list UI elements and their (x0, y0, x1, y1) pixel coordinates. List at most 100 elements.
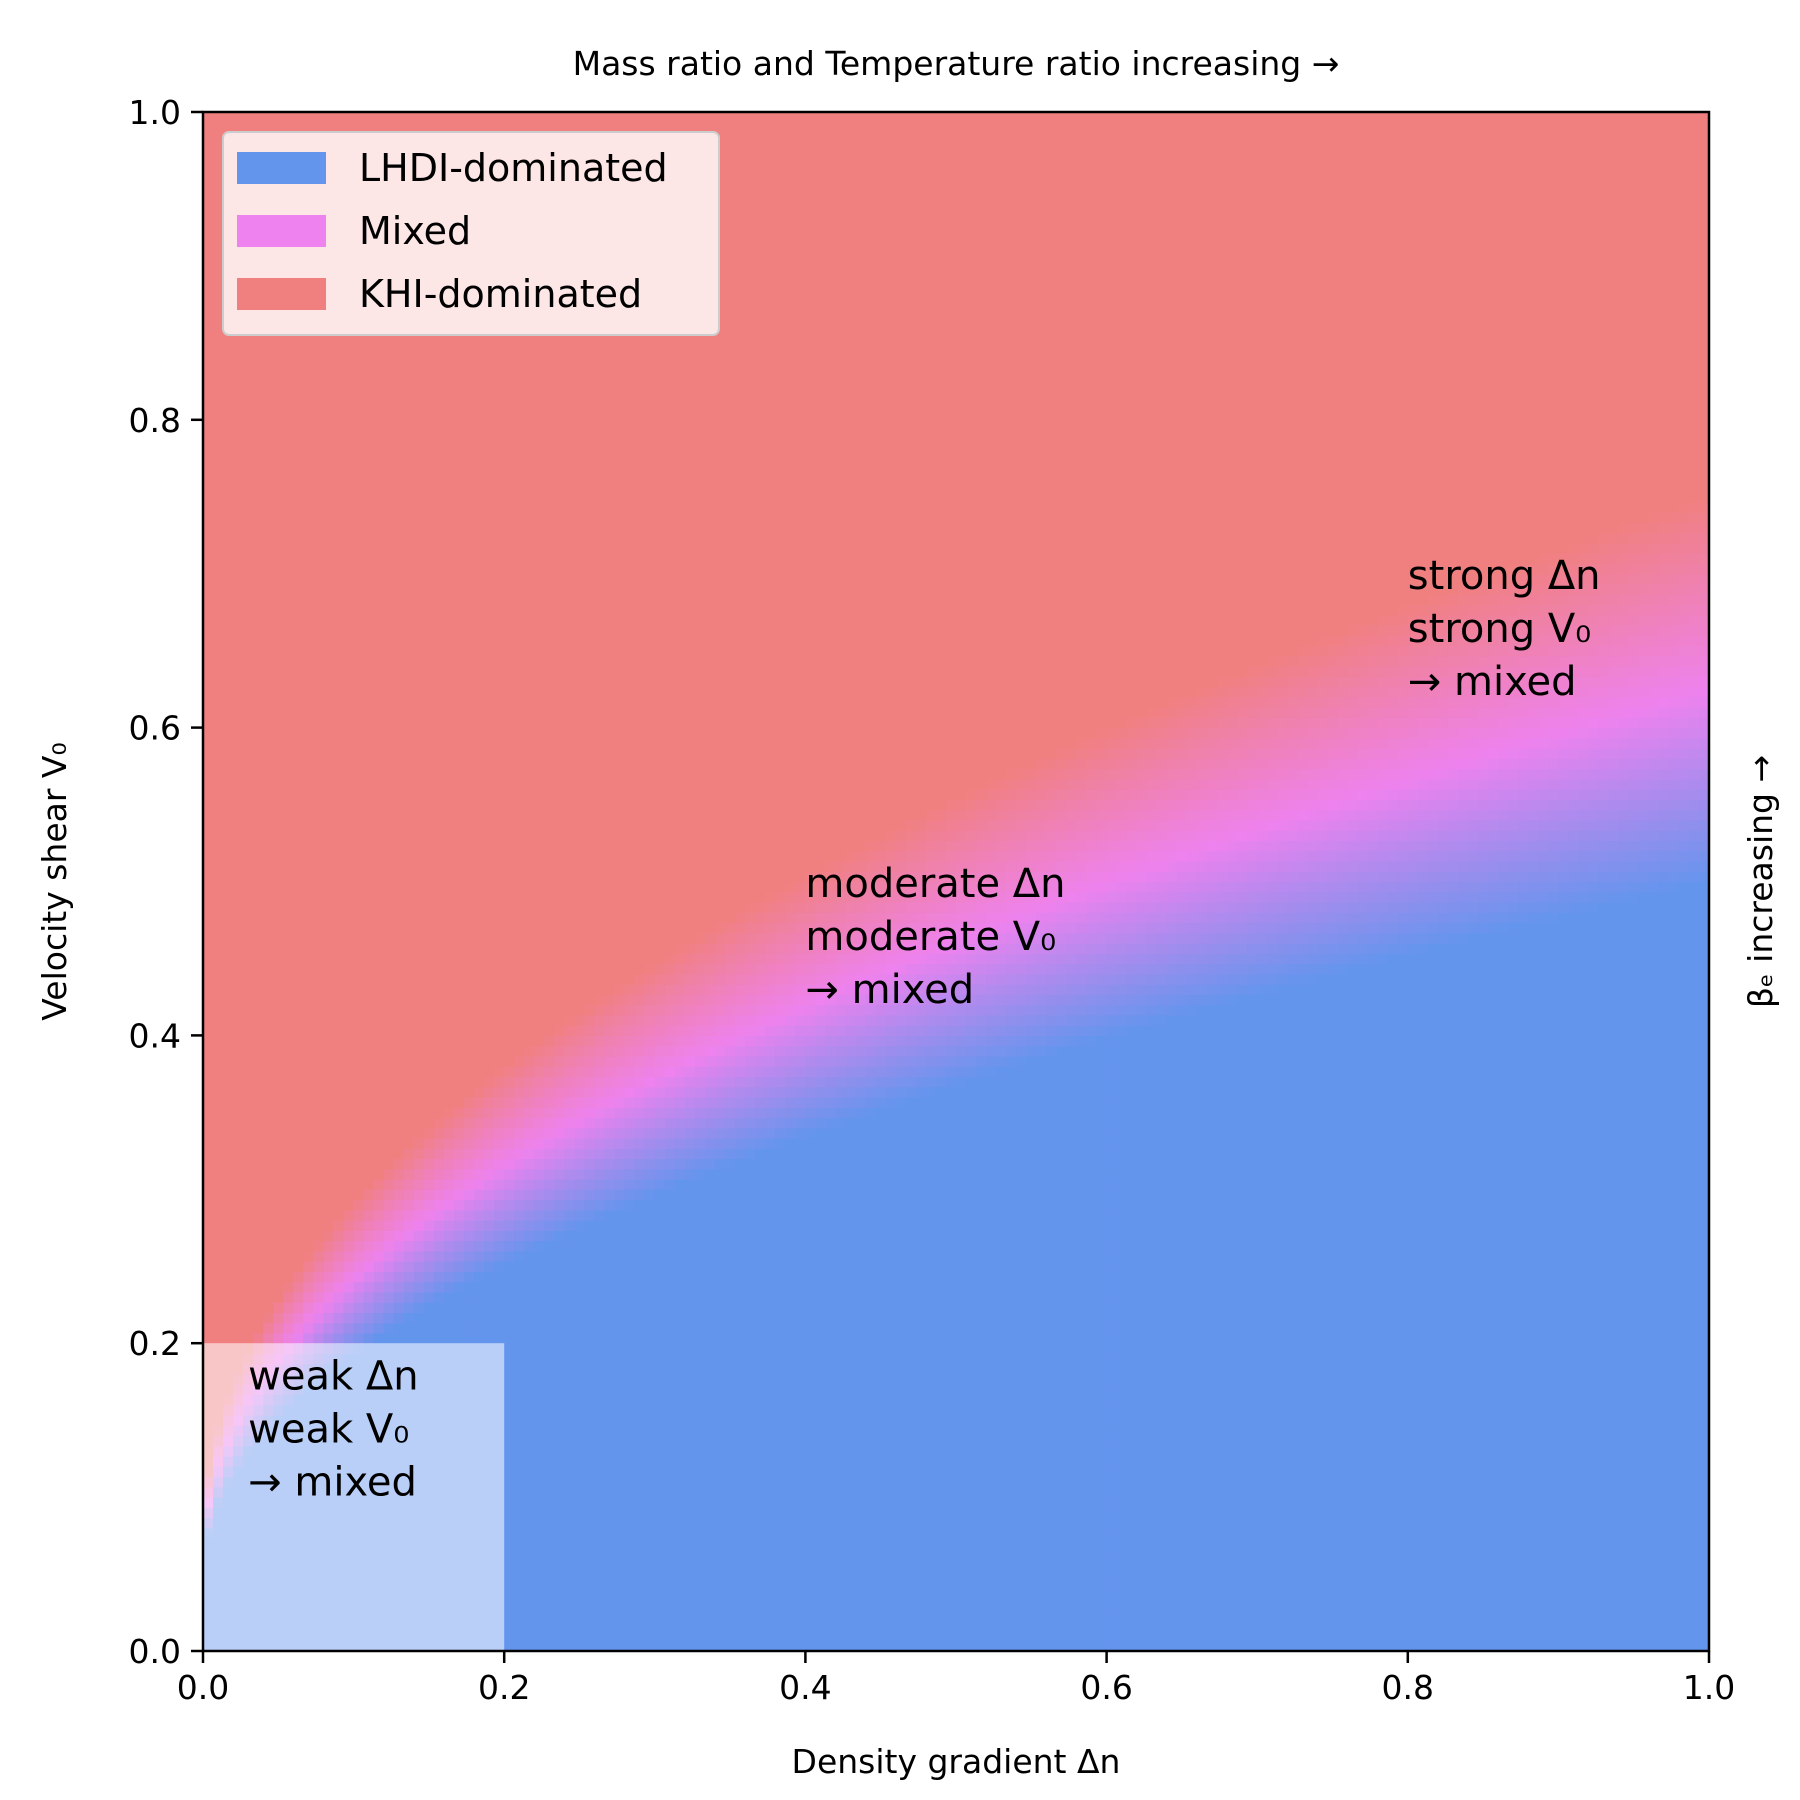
heatmap-cell (454, 594, 465, 606)
heatmap-cell (213, 686, 224, 698)
heatmap-cell (323, 748, 335, 759)
heatmap-cell (514, 819, 525, 831)
heatmap-cell (494, 1302, 505, 1314)
heatmap-cell (373, 737, 385, 749)
heatmap-cell (213, 1230, 224, 1242)
heatmap-cell (373, 1076, 385, 1088)
heatmap-cell (263, 337, 274, 349)
heatmap-cell (443, 1199, 455, 1211)
heatmap-cell (433, 1240, 445, 1252)
heatmap-cell (514, 1107, 525, 1119)
heatmap-cell (454, 1076, 465, 1088)
heatmap-cell (333, 830, 345, 842)
heatmap-cell (353, 358, 365, 370)
heatmap-cell (313, 943, 325, 954)
heatmap-cell (243, 881, 254, 893)
heatmap-cell (333, 748, 345, 759)
heatmap-cell (303, 809, 315, 821)
heatmap-cell (203, 635, 214, 647)
heatmap-cell (413, 686, 425, 698)
heatmap-cell (233, 758, 244, 770)
heatmap-cell (373, 984, 385, 995)
heatmap-cell (313, 902, 325, 913)
heatmap-cell (474, 819, 485, 831)
heatmap-cell (203, 1045, 214, 1057)
heatmap-cell (353, 984, 365, 995)
heatmap-cell (343, 1076, 355, 1088)
heatmap-cell (243, 337, 254, 349)
heatmap-cell (363, 707, 375, 718)
heatmap-cell (363, 1014, 375, 1026)
heatmap-cell (433, 1086, 445, 1098)
heatmap-cell (373, 1281, 385, 1293)
heatmap-cell (494, 871, 505, 883)
heatmap-cell (494, 1138, 505, 1149)
heatmap-cell (363, 1322, 375, 1334)
heatmap-cell (514, 1281, 525, 1293)
heatmap-cell (514, 737, 525, 749)
heatmap-cell (494, 460, 505, 472)
heatmap-cell (383, 809, 395, 821)
heatmap-cell (353, 1199, 365, 1211)
heatmap-cell (363, 850, 375, 862)
heatmap-cell (393, 594, 405, 606)
heatmap-cell (243, 809, 254, 821)
heatmap-cell (413, 625, 425, 636)
heatmap-cell (484, 994, 495, 1006)
heatmap-cell (474, 809, 485, 821)
heatmap-cell (253, 860, 264, 872)
heatmap-cell (203, 440, 214, 452)
heatmap-cell (283, 1240, 294, 1252)
heatmap-cell (293, 1312, 304, 1324)
heatmap-cell (514, 891, 525, 903)
heatmap-cell (283, 1004, 294, 1016)
heatmap-cell (233, 943, 244, 954)
heatmap-cell (273, 686, 284, 698)
heatmap-cell (363, 1240, 375, 1252)
heatmap-cell (403, 419, 415, 431)
heatmap-cell (373, 625, 385, 636)
heatmap-cell (484, 1076, 495, 1088)
heatmap-cell (353, 389, 365, 400)
heatmap-cell (373, 491, 385, 503)
heatmap-cell (233, 819, 244, 831)
heatmap-cell (474, 953, 485, 965)
heatmap-cell (514, 1045, 525, 1057)
heatmap-cell (534, 1250, 545, 1262)
heatmap-cell (494, 830, 505, 842)
heatmap-cell (213, 358, 224, 370)
heatmap-cell (524, 1394, 535, 1406)
heatmap-cell (504, 1415, 515, 1426)
heatmap-cell (423, 450, 435, 462)
heatmap-cell (474, 676, 485, 688)
heatmap-cell (373, 1332, 385, 1344)
heatmap-cell (223, 1220, 234, 1231)
heatmap-cell (393, 881, 405, 893)
heatmap-cell (353, 676, 365, 688)
heatmap-cell (283, 347, 294, 359)
heatmap-cell (524, 973, 535, 985)
heatmap-cell (203, 1086, 214, 1098)
heatmap-cell (203, 1302, 214, 1314)
heatmap-cell (353, 1250, 365, 1262)
heatmap-cell (474, 655, 485, 667)
heatmap-cell (534, 1538, 545, 1549)
heatmap-cell (423, 1179, 435, 1190)
heatmap-cell (454, 1281, 465, 1293)
heatmap-cell (333, 635, 345, 647)
heatmap-cell (233, 389, 244, 400)
heatmap-cell (253, 645, 264, 657)
heatmap-cell (283, 358, 294, 370)
heatmap-cell (283, 553, 294, 565)
heatmap-cell (524, 122, 535, 134)
heatmap-cell (293, 830, 304, 842)
heatmap-cell (514, 1117, 525, 1129)
heatmap-cell (263, 563, 274, 575)
heatmap-cell (403, 635, 415, 647)
heatmap-cell (253, 1179, 264, 1190)
heatmap-cell (333, 809, 345, 821)
heatmap-cell (464, 819, 475, 831)
heatmap-cell (514, 1168, 525, 1180)
heatmap-cell (313, 1271, 325, 1283)
heatmap-cell (253, 450, 264, 462)
